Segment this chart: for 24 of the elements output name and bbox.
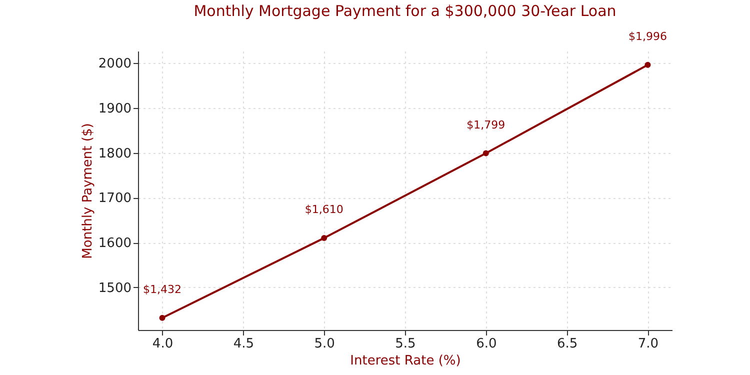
point bbox=[321, 235, 328, 242]
x-tick-label: 4.5 bbox=[233, 336, 254, 352]
x-tick-label: 6.0 bbox=[476, 336, 497, 352]
y-tick-label: 1800 bbox=[98, 146, 132, 162]
chart-title: Monthly Mortgage Payment for a $300,000 30-Year Loan bbox=[194, 2, 616, 20]
y-tick-label: 1900 bbox=[98, 101, 132, 116]
x-axis-title: Interest Rate (%) bbox=[350, 354, 461, 368]
data-label: $1,432 bbox=[143, 282, 182, 296]
y-axis-title: Monthly Payment ($) bbox=[80, 123, 96, 259]
point bbox=[644, 62, 651, 68]
x-tick-label: 5.5 bbox=[395, 336, 416, 352]
data-label: $1,996 bbox=[628, 30, 667, 43]
data-label: $1,610 bbox=[304, 203, 344, 216]
x-tick-label: 7.0 bbox=[638, 336, 659, 352]
y-tick-label: 1500 bbox=[98, 280, 132, 296]
point bbox=[159, 314, 166, 321]
data-label: $1,799 bbox=[466, 118, 506, 132]
y-tick-label: 1600 bbox=[98, 236, 132, 252]
point bbox=[482, 150, 489, 156]
x-tick-label: 4.0 bbox=[152, 336, 174, 352]
x-tick-label: 5.0 bbox=[314, 336, 335, 352]
y-tick-label: 2000 bbox=[98, 56, 132, 72]
x-tick-label: 6.5 bbox=[556, 336, 578, 352]
y-tick-label: 1700 bbox=[98, 191, 132, 206]
